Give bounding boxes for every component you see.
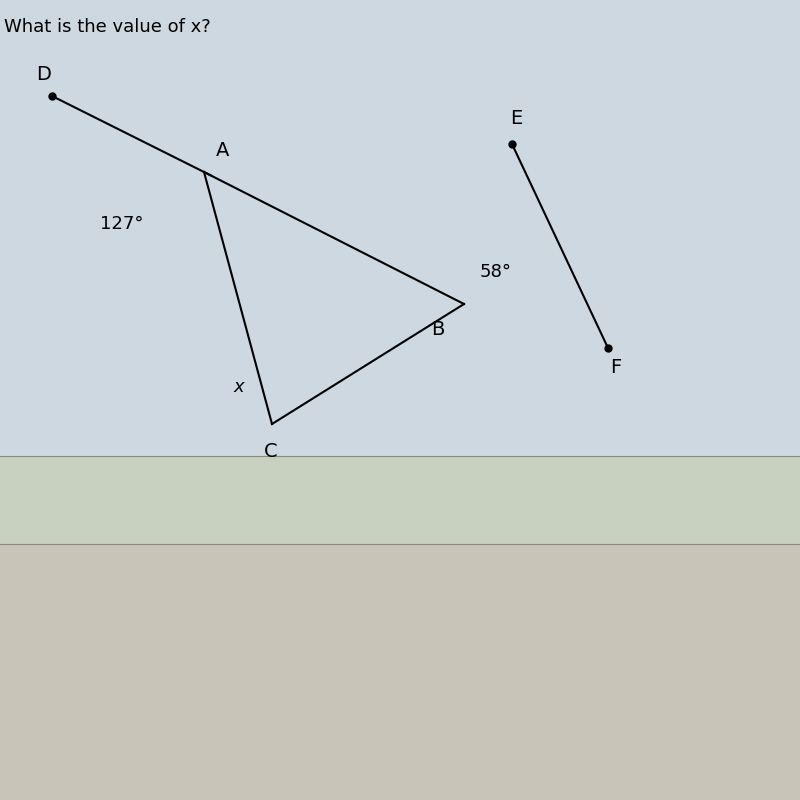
Bar bbox=[0, 0, 800, 456]
Bar bbox=[0, 456, 800, 544]
Text: A: A bbox=[216, 141, 230, 160]
Text: F: F bbox=[610, 358, 622, 378]
Text: B: B bbox=[430, 320, 444, 339]
Text: E: E bbox=[510, 109, 522, 128]
Bar bbox=[0, 544, 800, 800]
Text: D: D bbox=[37, 65, 51, 84]
Text: 58°: 58° bbox=[480, 263, 512, 281]
Text: What is the value of x?: What is the value of x? bbox=[4, 18, 210, 35]
Text: C: C bbox=[263, 442, 278, 461]
Text: x: x bbox=[234, 378, 244, 396]
Text: 127°: 127° bbox=[100, 215, 143, 233]
